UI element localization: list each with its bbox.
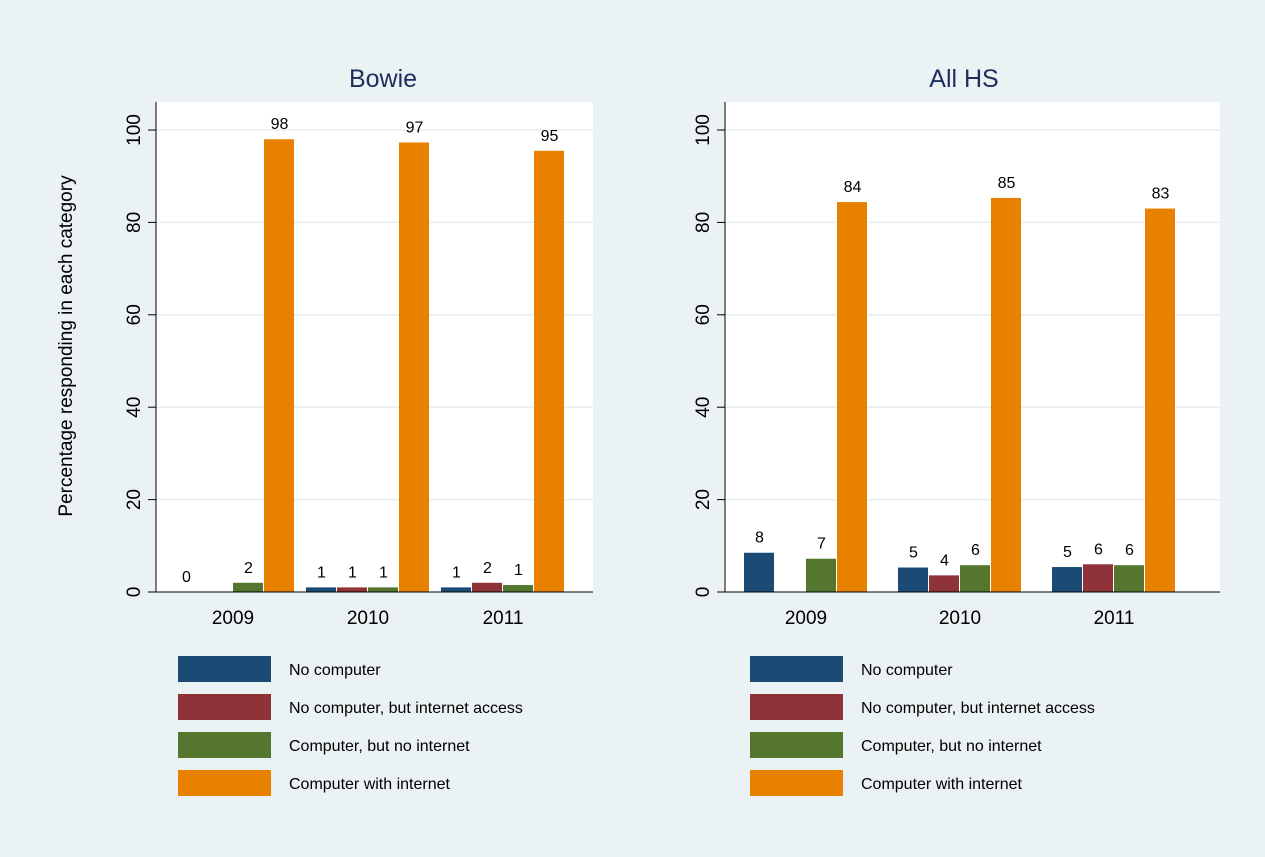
bar xyxy=(806,558,836,592)
y-axis-title: Percentage responding in each category xyxy=(56,175,77,517)
plot-area xyxy=(725,102,1220,592)
bar xyxy=(368,587,398,592)
bar-data-label: 1 xyxy=(452,564,461,581)
y-tick-label: 0 xyxy=(124,587,145,598)
legend-all-hs: No computer No computer, but internet acc… xyxy=(750,656,1095,796)
legend-label: Computer, but no internet xyxy=(861,738,1042,755)
y-tick-label: 40 xyxy=(693,397,714,418)
x-tick-label: 2010 xyxy=(347,608,389,629)
legend-label: Computer with internet xyxy=(861,776,1023,793)
bar xyxy=(744,552,774,592)
chart-panel-all-hs: All HS 8 7 84 5 4 6 85 5 6 6 83 0 20 40 60 80 100 2009 20… xyxy=(693,65,1220,629)
bar xyxy=(337,587,367,592)
bar-data-label: 83 xyxy=(1152,186,1170,203)
x-tick-label: 2009 xyxy=(785,608,827,629)
legend-swatch xyxy=(178,694,271,720)
bar-data-label: 84 xyxy=(844,179,862,196)
legend-swatch xyxy=(750,732,843,758)
x-tick-label: 2011 xyxy=(1094,608,1135,629)
y-tick-label: 40 xyxy=(124,397,145,418)
bar xyxy=(472,582,502,592)
bar-data-label: 2 xyxy=(244,560,253,577)
bar xyxy=(233,582,263,592)
plot-area xyxy=(156,102,593,592)
bar-data-label: 2 xyxy=(483,560,492,577)
bar xyxy=(960,565,990,592)
legend-swatch xyxy=(178,732,271,758)
legend-bowie: No computer No computer, but internet acc… xyxy=(178,656,523,796)
chart-panel-bowie: Bowie 0 2 98 1 1 1 97 1 2 1 95 0 20 40 60 80 100 2009 201… xyxy=(124,65,593,629)
y-tick-label: 0 xyxy=(693,587,714,598)
y-tick-label: 100 xyxy=(124,114,145,146)
bar-data-label: 1 xyxy=(317,564,326,581)
bar-data-label: 5 xyxy=(1063,544,1072,561)
bar-data-label: 1 xyxy=(514,562,523,579)
bar xyxy=(1114,565,1144,592)
legend-swatch xyxy=(750,770,843,796)
legend-label: No computer xyxy=(289,662,381,679)
x-tick-label: 2011 xyxy=(483,608,524,629)
bar xyxy=(441,587,471,592)
bar xyxy=(534,150,564,593)
bar-data-label: 5 xyxy=(909,545,918,562)
bar-data-label: 6 xyxy=(1125,542,1134,559)
bar-data-label: 0 xyxy=(182,569,191,586)
bar xyxy=(898,567,928,592)
bar xyxy=(503,585,533,592)
legend-label: No computer xyxy=(861,662,953,679)
y-tick-label: 100 xyxy=(693,114,714,146)
legend-swatch xyxy=(178,770,271,796)
legend-swatch xyxy=(750,656,843,682)
bar xyxy=(1083,564,1113,592)
bar xyxy=(837,202,867,592)
y-tick-label: 20 xyxy=(693,489,714,510)
bar-data-label: 6 xyxy=(971,542,980,559)
bar-data-label: 8 xyxy=(755,530,764,547)
bar xyxy=(991,197,1021,592)
bar xyxy=(929,575,959,592)
bar-data-label: 1 xyxy=(379,564,388,581)
bar xyxy=(1145,208,1175,593)
legend-label: Computer, but no internet xyxy=(289,738,470,755)
legend-label: Computer with internet xyxy=(289,776,451,793)
bar-data-label: 98 xyxy=(271,116,289,133)
bar xyxy=(306,587,336,592)
bar-data-label: 95 xyxy=(541,128,559,145)
y-tick-label: 60 xyxy=(124,304,145,325)
bar-data-label: 1 xyxy=(348,564,357,581)
bar-data-label: 7 xyxy=(817,536,826,553)
bar-data-label: 85 xyxy=(998,175,1016,192)
legend-swatch xyxy=(750,694,843,720)
chart-title: Bowie xyxy=(349,65,417,93)
x-tick-label: 2009 xyxy=(212,608,254,629)
bar xyxy=(264,139,294,593)
chart-title: All HS xyxy=(929,65,998,93)
bar-data-label: 6 xyxy=(1094,541,1103,558)
bar-data-label: 4 xyxy=(940,552,949,569)
y-tick-label: 60 xyxy=(693,304,714,325)
y-tick-label: 20 xyxy=(124,489,145,510)
x-tick-label: 2010 xyxy=(939,608,981,629)
y-tick-label: 80 xyxy=(693,212,714,233)
bar xyxy=(1052,567,1082,592)
legend-label: No computer, but internet access xyxy=(861,700,1095,717)
bar xyxy=(399,142,429,592)
bar-data-label: 97 xyxy=(406,119,424,136)
legend-swatch xyxy=(178,656,271,682)
y-tick-label: 80 xyxy=(124,212,145,233)
legend-label: No computer, but internet access xyxy=(289,700,523,717)
